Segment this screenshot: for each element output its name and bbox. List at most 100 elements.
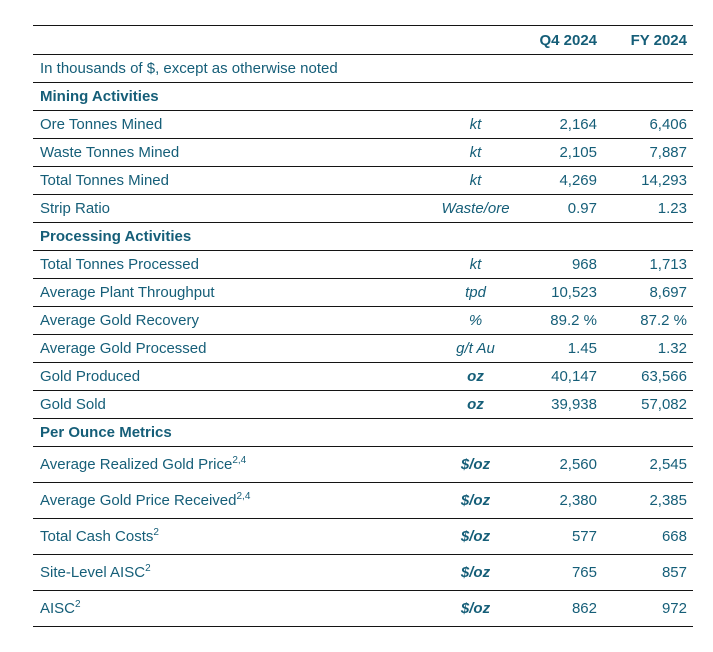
metric-label: Ore Tonnes Mined	[33, 116, 418, 133]
operating-metrics-table: Q4 2024 FY 2024 In thousands of $, excep…	[33, 25, 693, 627]
metric-label-text: Average Realized Gold Price	[40, 456, 233, 473]
metric-value-q4: 39,938	[551, 396, 597, 413]
metric-value-fy: 1,713	[649, 256, 687, 273]
metric-unit: %	[468, 312, 483, 329]
metric-label-text: Average Gold Recovery	[40, 312, 199, 329]
metric-label: Total Cash Costs2	[33, 527, 418, 546]
section-title: Processing Activities	[40, 228, 192, 245]
metric-label-text: Total Tonnes Processed	[40, 256, 199, 273]
metric-label: Average Gold Processed	[33, 340, 418, 357]
metric-value-fy: 972	[661, 600, 687, 617]
section-title-row: Processing Activities	[33, 223, 693, 251]
section-title: Mining Activities	[40, 88, 159, 105]
metric-label: Total Tonnes Mined	[33, 172, 418, 189]
metric-row: Ore Tonnes Mined kt 2,164 6,406	[33, 111, 693, 139]
metric-value-q4: 862	[571, 600, 597, 617]
metric-value-fy: 87.2 %	[640, 312, 687, 329]
metric-value-q4: 0.97	[567, 200, 597, 217]
metric-value-fy: 63,566	[641, 368, 687, 385]
metric-value-q4: 2,105	[559, 144, 597, 161]
metric-row: Average Gold Recovery % 89.2 % 87.2 %	[33, 307, 693, 335]
metric-unit: oz	[467, 396, 484, 413]
metric-value-fy: 668	[661, 528, 687, 545]
metric-label: Gold Sold	[33, 396, 418, 413]
metric-value-fy: 7,887	[649, 144, 687, 161]
metric-row: Strip Ratio Waste/ore 0.97 1.23	[33, 195, 693, 223]
metric-value-fy: 8,697	[649, 284, 687, 301]
metric-label-text: Strip Ratio	[40, 200, 111, 217]
metric-value-fy: 14,293	[641, 172, 687, 189]
metric-row: Average Gold Price Received2,4 $/oz 2,38…	[33, 483, 693, 519]
metric-unit: $/oz	[460, 564, 491, 581]
metric-unit: oz	[467, 368, 484, 385]
metric-value-fy: 1.32	[657, 340, 687, 357]
metric-label-text: AISC	[40, 600, 76, 617]
metric-unit: $/oz	[460, 456, 491, 473]
metric-row: Total Tonnes Mined kt 4,269 14,293	[33, 167, 693, 195]
metric-label: Site-Level AISC2	[33, 563, 418, 582]
table-body: Mining Activities Ore Tonnes Mined kt 2,…	[33, 83, 693, 627]
metric-row: Waste Tonnes Mined kt 2,105 7,887	[33, 139, 693, 167]
metric-unit: kt	[469, 256, 482, 273]
metric-label: Average Gold Recovery	[33, 312, 418, 329]
metric-label-text: Total Tonnes Mined	[40, 172, 169, 189]
metric-value-fy: 1.23	[657, 200, 687, 217]
table-note: In thousands of $, except as otherwise n…	[40, 60, 338, 77]
section-title: Per Ounce Metrics	[40, 424, 172, 441]
metric-label-text: Ore Tonnes Mined	[40, 116, 163, 133]
metric-row: Gold Sold oz 39,938 57,082	[33, 391, 693, 419]
metric-row: Average Gold Processed g/t Au 1.45 1.32	[33, 335, 693, 363]
metric-value-q4: 1.45	[567, 340, 597, 357]
column-header-fy: FY 2024	[630, 31, 687, 49]
table-header-row: Q4 2024 FY 2024	[33, 26, 693, 55]
metric-label-text: Average Gold Processed	[40, 340, 207, 357]
metric-label: AISC2	[33, 599, 418, 618]
metric-label: Gold Produced	[33, 368, 418, 385]
metric-footnote-superscript: 2	[75, 599, 81, 610]
metric-label: Average Realized Gold Price2,4	[33, 455, 418, 474]
metric-footnote-superscript: 2	[153, 527, 159, 538]
metric-value-fy: 57,082	[641, 396, 687, 413]
metric-label: Strip Ratio	[33, 200, 418, 217]
metric-label: Average Plant Throughput	[33, 284, 418, 301]
metric-label: Total Tonnes Processed	[33, 256, 418, 273]
metric-unit: $/oz	[460, 600, 491, 617]
metric-row: Site-Level AISC2 $/oz 765 857	[33, 555, 693, 591]
metric-value-q4: 765	[571, 564, 597, 581]
metric-value-q4: 89.2 %	[550, 312, 597, 329]
metric-value-q4: 2,560	[559, 456, 597, 473]
section-title-row: Per Ounce Metrics	[33, 419, 693, 447]
metric-label: Waste Tonnes Mined	[33, 144, 418, 161]
metric-row: Average Realized Gold Price2,4 $/oz 2,56…	[33, 447, 693, 483]
metric-value-q4: 2,380	[559, 492, 597, 509]
metric-value-q4: 968	[571, 256, 597, 273]
metric-row: Total Cash Costs2 $/oz 577 668	[33, 519, 693, 555]
metric-unit: $/oz	[460, 528, 491, 545]
metric-unit: g/t Au	[456, 340, 495, 357]
metric-value-q4: 40,147	[551, 368, 597, 385]
metric-value-q4: 4,269	[559, 172, 597, 189]
metric-label-text: Site-Level AISC	[40, 564, 146, 581]
metric-label-text: Average Plant Throughput	[40, 284, 215, 301]
metric-value-fy: 857	[661, 564, 687, 581]
metric-value-q4: 10,523	[551, 284, 597, 301]
metric-footnote-superscript: 2,4	[236, 491, 251, 502]
metric-value-fy: 2,385	[649, 492, 687, 509]
metric-unit: $/oz	[460, 492, 491, 509]
table-note-row: In thousands of $, except as otherwise n…	[33, 55, 693, 83]
metric-value-fy: 6,406	[649, 116, 687, 133]
metric-row: AISC2 $/oz 862 972	[33, 591, 693, 627]
metric-footnote-superscript: 2,4	[232, 455, 247, 466]
metric-value-q4: 577	[571, 528, 597, 545]
metric-footnote-superscript: 2	[145, 563, 151, 574]
metric-unit: kt	[469, 116, 482, 133]
metric-row: Average Plant Throughput tpd 10,523 8,69…	[33, 279, 693, 307]
metric-label-text: Average Gold Price Received	[40, 492, 237, 509]
metric-value-fy: 2,545	[649, 456, 687, 473]
metric-unit: Waste/ore	[441, 200, 510, 217]
metric-unit: kt	[469, 144, 482, 161]
metric-unit: tpd	[465, 284, 486, 301]
section-title-row: Mining Activities	[33, 83, 693, 111]
column-header-q4: Q4 2024	[539, 31, 597, 49]
metric-label-text: Total Cash Costs	[40, 528, 154, 545]
